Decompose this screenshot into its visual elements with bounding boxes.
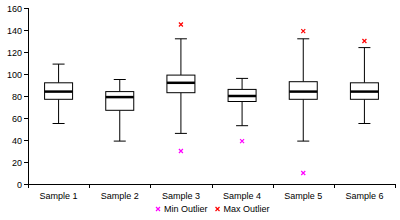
upper-whisker — [119, 80, 120, 92]
median-line — [45, 90, 73, 93]
median-line — [106, 96, 134, 99]
outlier — [240, 139, 244, 143]
upper-whisker — [58, 64, 59, 83]
y-tick-label: 20 — [12, 158, 22, 168]
outlier — [179, 23, 183, 27]
x-tick — [273, 184, 274, 188]
x-axis — [28, 184, 395, 185]
y-tick — [24, 162, 28, 163]
max-cap — [175, 38, 187, 39]
x-tick-label: Sample 2 — [101, 191, 139, 201]
x-tick-label: Sample 3 — [162, 191, 200, 201]
legend-marker — [216, 207, 220, 211]
y-tick-label: 160 — [7, 4, 22, 14]
min-cap — [53, 123, 65, 124]
x-tick — [395, 184, 396, 188]
y-tick-label: 120 — [7, 48, 22, 58]
y-tick — [24, 96, 28, 97]
box — [350, 83, 378, 100]
min-cap — [175, 133, 187, 134]
median-line — [167, 82, 195, 85]
y-tick-label: 0 — [17, 180, 22, 190]
box — [289, 82, 317, 100]
y-tick — [24, 74, 28, 75]
x-tick — [89, 184, 90, 188]
max-cap — [53, 64, 65, 65]
legend-marker — [156, 207, 160, 211]
upper-whisker — [180, 39, 181, 75]
chart: 0 20 40 60 80 100 120 140 160 Sample 1 Sample 2 Sam… — [0, 0, 400, 220]
outlier-stroke — [240, 139, 244, 143]
legend: Min Outlier Max Outlier — [156, 204, 270, 214]
legend-label: Min Outlier — [164, 204, 208, 214]
y-tick — [24, 118, 28, 119]
y-tick — [24, 8, 28, 9]
max-cap — [114, 79, 126, 80]
max-cap — [358, 47, 370, 48]
upper-whisker — [303, 39, 304, 82]
upper-whisker — [242, 78, 243, 89]
outlier-stroke — [301, 29, 305, 33]
box — [45, 83, 73, 100]
box — [167, 75, 195, 93]
upper-whisker — [364, 48, 365, 83]
legend-marker-stroke — [156, 207, 160, 211]
lower-whisker — [58, 99, 59, 123]
lower-whisker — [119, 110, 120, 141]
y-tick — [24, 52, 28, 53]
x-tick — [28, 184, 29, 188]
x-tick — [212, 184, 213, 188]
outlier-stroke — [362, 39, 366, 43]
y-tick-label: 100 — [7, 70, 22, 80]
box — [106, 92, 134, 111]
median-line — [228, 95, 256, 98]
min-cap — [236, 125, 248, 126]
y-tick — [24, 184, 28, 185]
legend-marker-stroke — [216, 207, 220, 211]
plot-marks — [45, 23, 379, 176]
lower-whisker — [180, 93, 181, 134]
min-cap — [358, 123, 370, 124]
x-tick — [334, 184, 335, 188]
legend-label: Max Outlier — [224, 204, 270, 214]
y-tick — [24, 140, 28, 141]
y-tick-label: 140 — [7, 26, 22, 36]
y-axis — [28, 8, 29, 184]
max-cap — [297, 38, 309, 39]
x-tick-label: Sample 5 — [284, 191, 322, 201]
x-tick-label: Sample 6 — [345, 191, 383, 201]
median-line — [350, 90, 378, 93]
x-tick — [150, 184, 151, 188]
median-line — [289, 90, 317, 93]
y-tick — [24, 30, 28, 31]
lower-whisker — [364, 99, 365, 123]
max-cap — [236, 78, 248, 79]
min-cap — [297, 141, 309, 142]
outlier — [179, 149, 183, 153]
lower-whisker — [303, 99, 304, 141]
x-tick-label: Sample 4 — [223, 191, 261, 201]
outlier-stroke — [301, 171, 305, 175]
outlier — [362, 39, 366, 43]
outlier — [301, 29, 305, 33]
y-tick-label: 80 — [12, 92, 22, 102]
box — [228, 89, 256, 101]
min-cap — [114, 141, 126, 142]
x-tick-label: Sample 1 — [40, 191, 78, 201]
y-tick-label: 60 — [12, 114, 22, 124]
outlier — [301, 171, 305, 175]
outlier-stroke — [179, 149, 183, 153]
lower-whisker — [242, 102, 243, 126]
outlier-stroke — [179, 23, 183, 27]
y-tick-label: 40 — [12, 136, 22, 146]
